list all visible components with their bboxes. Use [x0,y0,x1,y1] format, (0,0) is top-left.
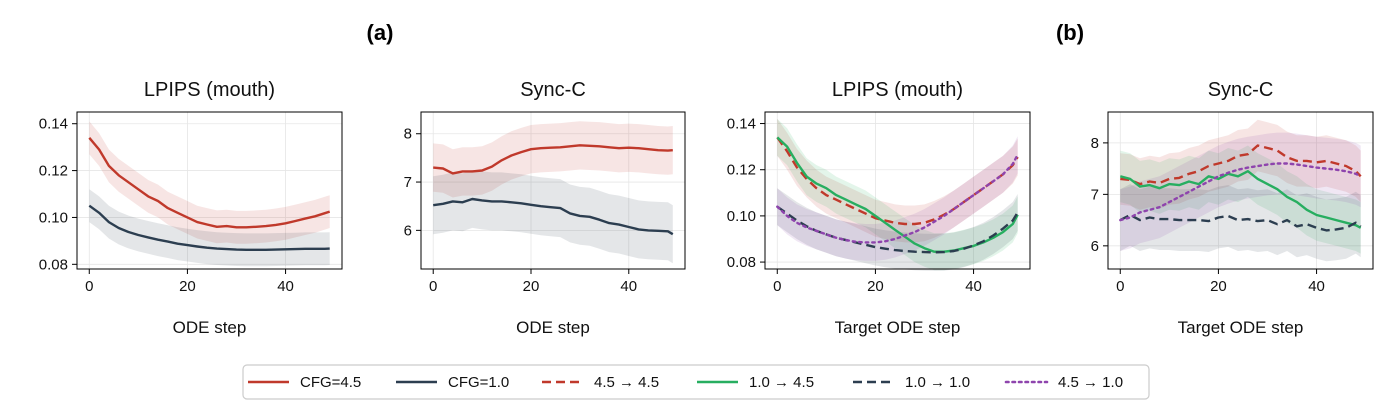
series-line-1 [776,136,1019,226]
chart-title: LPIPS (mouth) [144,79,275,101]
series-band-3 [1120,184,1361,262]
plot-frame [76,111,343,270]
legend-label-1: CFG=4.5 [300,374,361,391]
y-tick-label: 0.14 [727,116,756,133]
series-band-2 [777,118,1018,271]
legend: CFG=4.5 CFG=1.0 4.5 → 4.5 1.0 → 4.5 1.0 → 1.… [242,364,1150,400]
x-axis-label: Target ODE step [835,318,961,337]
legend-label-2: CFG=1.0 [448,374,509,391]
series-band-4 [777,136,1018,261]
x-axis-label: ODE step [516,318,590,337]
series-line-4 [1119,162,1362,222]
series-line-1 [88,137,331,229]
x-tick-label: 40 [620,278,637,295]
y-tick-label: 0.08 [39,256,68,273]
x-tick-label: 40 [1308,278,1325,295]
x-axis-label: Target ODE step [1178,318,1304,337]
legend-label-6: 4.5 → 1.0 [1058,374,1123,391]
y-tick-label: 0.14 [39,116,68,133]
chart-3: 0 20 40 0.08 0.10 0.12 0.14 LPIPS (mouth) Target… [727,79,1031,337]
legend-label-5: 1.0 → 1.0 [905,374,970,391]
series-line-2 [88,204,330,252]
x-tick-label: 0 [1116,278,1124,295]
x-tick-label: 40 [965,278,982,295]
legend-box [242,364,1150,400]
series-line-1 [1120,144,1362,186]
x-tick-label: 20 [523,278,540,295]
x-tick-label: 0 [85,278,93,295]
panel-label-b: (b) [1056,20,1084,45]
legend-label-4: 1.0 → 4.5 [749,374,814,391]
x-axis-label: ODE step [173,318,247,337]
chart-title: LPIPS (mouth) [832,79,963,101]
panel-label-a: (a) [367,20,394,45]
y-tick-label: 6 [1091,238,1099,255]
y-tick-label: 8 [404,126,412,143]
series-line-4 [776,153,1019,244]
x-tick-label: 20 [1210,278,1227,295]
chart-4: 0 20 40 6 7 8 Sync-C Target ODE step [1091,79,1374,337]
y-tick-label: 0.12 [727,162,756,179]
chart-2: 0 20 40 6 7 8 Sync-C ODE step [404,79,686,337]
y-tick-label: 0.08 [727,254,756,271]
x-tick-label: 20 [867,278,884,295]
series-band-1 [1120,119,1361,210]
y-tick-label: 0.12 [39,163,68,180]
plot-frame [1107,111,1374,270]
y-tick-label: 6 [404,222,412,239]
series-line-3 [1119,213,1362,232]
y-tick-label: 8 [1091,135,1099,152]
x-tick-label: 0 [429,278,437,295]
series-band-2 [433,170,673,264]
series-band-1 [777,118,1018,243]
x-tick-label: 40 [277,278,294,295]
y-tick-label: 7 [1091,186,1099,203]
series-line-2 [433,197,674,236]
plot-frame [764,111,1031,270]
plot-frame [420,111,686,270]
series-line-2 [1119,169,1362,229]
y-tick-label: 7 [404,174,412,191]
legend-label-3: 4.5 → 4.5 [594,374,659,391]
series-band-1 [89,121,330,244]
x-tick-label: 20 [179,278,196,295]
series-band-1 [433,121,673,198]
y-tick-label: 0.10 [39,209,68,226]
series-line-1 [433,144,673,175]
chart-title: Sync-C [1208,79,1274,101]
y-tick-label: 0.10 [727,208,756,225]
chart-1: 0 20 40 0.08 0.10 0.12 0.14 LPIPS (mouth) ODE st… [39,79,343,337]
series-band-4 [1120,132,1361,251]
x-tick-label: 0 [773,278,781,295]
series-band-2 [89,189,330,267]
charts-group: 0 20 40 0.08 0.10 0.12 0.14 LPIPS (mouth) ODE st… [39,79,1374,337]
chart-title: Sync-C [520,79,586,101]
